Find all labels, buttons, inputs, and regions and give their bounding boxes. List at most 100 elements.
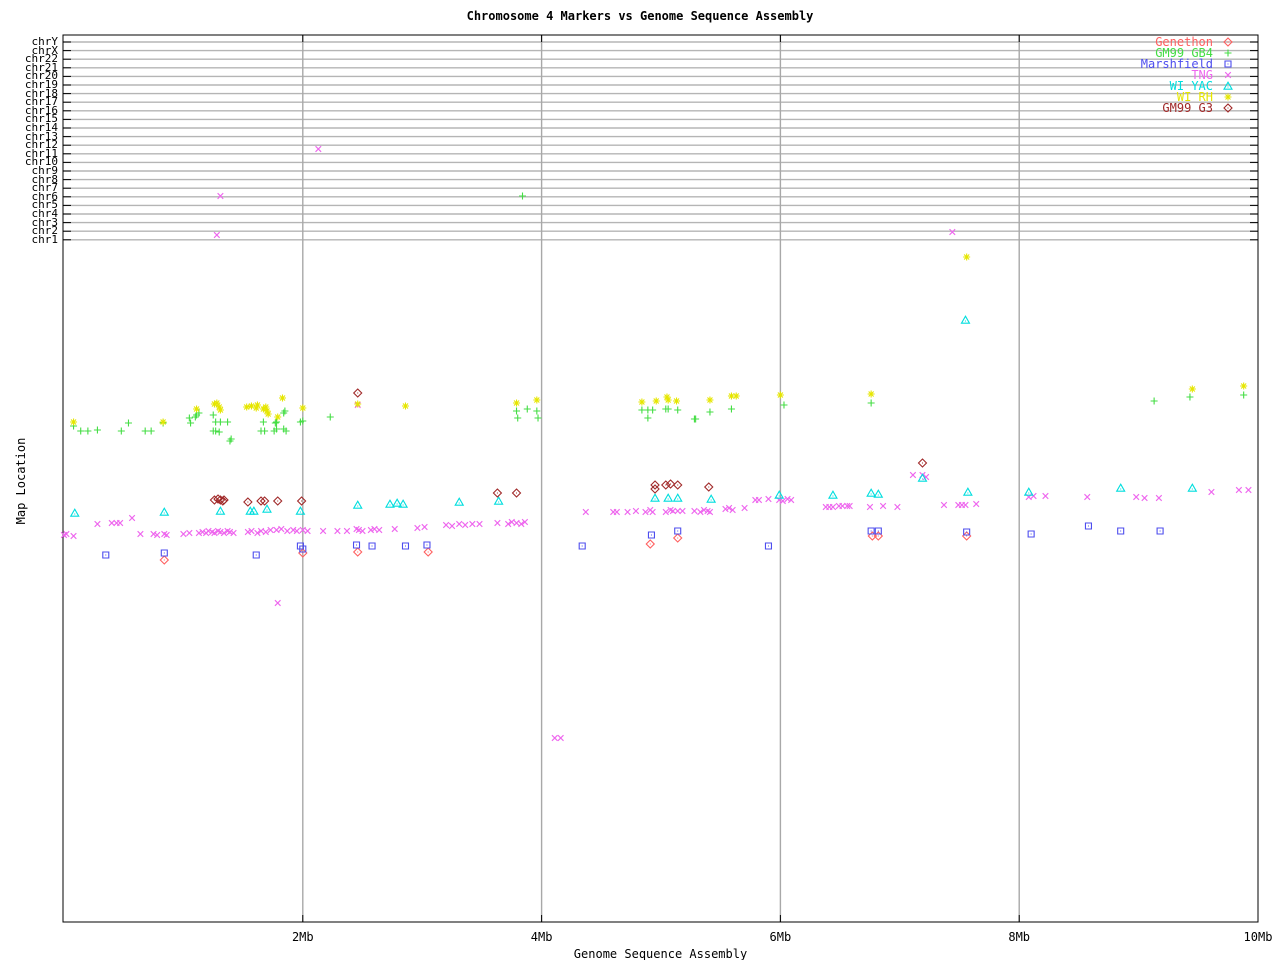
point-gm99-g3 [352,388,363,398]
point-tng [1042,492,1049,500]
point-marshfield [1027,530,1035,538]
point-wi-yac [917,473,928,482]
point-wi-rh [513,399,521,407]
chr-label-chr22: chr22 [24,52,58,66]
point-gm99-gb4 [692,415,700,423]
point-tng [1235,486,1243,494]
point-wi-yac [392,498,403,507]
point-tng [254,529,261,537]
point-tng [278,525,285,533]
chart-title: Chromosome 4 Markers vs Genome Sequence … [466,9,814,23]
legend-item-marshfield: Marshfield [1000,58,1236,70]
point-gm99-g3 [492,488,503,498]
point-genethon [159,555,170,565]
point-wi-yac [262,504,272,513]
point-gm99-gb4 [273,425,281,433]
point-wi-rh [1240,382,1248,390]
point-tng [962,501,969,509]
point-wi-yac [962,487,973,496]
chr-label-chr2: chr2 [31,224,59,238]
point-tng [70,532,77,540]
point-tng [137,530,144,538]
point-tng [461,521,469,529]
point-tng [442,521,450,529]
point-gm99-gb4 [216,418,224,426]
point-marshfield [867,527,875,535]
point-gm99-gb4 [780,401,788,409]
legend-label: Genethon [1155,34,1213,49]
point-tng [551,734,558,742]
point-gm99-gb4 [187,419,195,427]
chr-point-tng [949,228,956,236]
plus-marker-icon [1224,49,1232,57]
point-tng [679,507,686,515]
point-tng [116,519,124,527]
point-wi-yac [650,493,660,502]
point-tng [211,529,218,537]
legend-item-genethon: Genethon [1000,34,1236,49]
point-genethon [352,547,363,557]
point-genethon [873,531,884,541]
point-tng [725,504,733,512]
point-gm99-gb4 [147,427,155,435]
point-tng [846,502,853,510]
point-gm99-gb4 [649,406,657,414]
point-marshfield [764,542,773,550]
point-wi-yac [398,499,409,508]
point-gm99-gb4 [117,427,125,435]
point-tng [359,527,366,535]
point-wi-rh [354,400,362,408]
chr-label-chr6: chr6 [31,189,59,203]
point-gm99-g3 [272,496,283,506]
legend-label: GM99 G3 [1162,100,1213,115]
point-tng [700,506,708,514]
chr-label-chrX: chrX [31,43,59,57]
point-wi-yac [454,497,465,506]
point-marshfield [874,527,882,535]
point-wi-yac [215,506,226,515]
point-tng [273,526,280,534]
point-wi-rh [210,400,218,408]
point-gm99-gb4 [215,428,223,436]
legend-label: GM99 GB4 [1155,45,1213,60]
point-tng [63,530,70,538]
cross-marker-glyph [1224,71,1232,79]
point-wi-yac [493,496,504,505]
point-gm99-gb4 [271,419,279,427]
point-wi-yac [873,489,884,498]
point-gm99-gb4 [523,405,531,413]
point-tng [909,471,917,479]
point-tng [513,519,520,527]
point-tng [267,526,274,534]
point-tng [456,520,463,528]
point-tng [421,523,428,531]
point-gm99-gb4 [185,414,193,422]
chr-label-chr13: chr13 [24,129,58,143]
x-tick-label-4Mb: 4Mb [530,930,553,944]
point-tng [642,508,649,516]
point-tng [376,526,383,534]
point-tng [973,500,980,508]
y-axis-title: Map Location [14,437,28,525]
point-tng [334,527,341,535]
legend-item-tng: TNG [1000,69,1236,81]
point-marshfield [299,545,307,553]
point-gm99-g3 [219,495,229,505]
point-tng [199,528,206,536]
point-wi-rh [274,413,282,421]
point-tng [205,527,212,535]
point-wi-yac [774,490,785,499]
chr-label-chr7: chr7 [31,181,59,195]
legend-item-wi-rh: WI RH [1000,91,1236,103]
point-gm99-g3 [511,488,522,498]
point-tng [779,497,786,505]
point-tng [755,496,763,504]
legend-label: WI YAC [1169,78,1213,93]
point-wi-yac [352,500,363,509]
chr-label-chr8: chr8 [31,172,59,186]
point-tng [765,495,772,503]
point-tng [674,507,681,515]
point-tng [274,599,281,607]
plus-marker-glyph [1224,49,1232,57]
